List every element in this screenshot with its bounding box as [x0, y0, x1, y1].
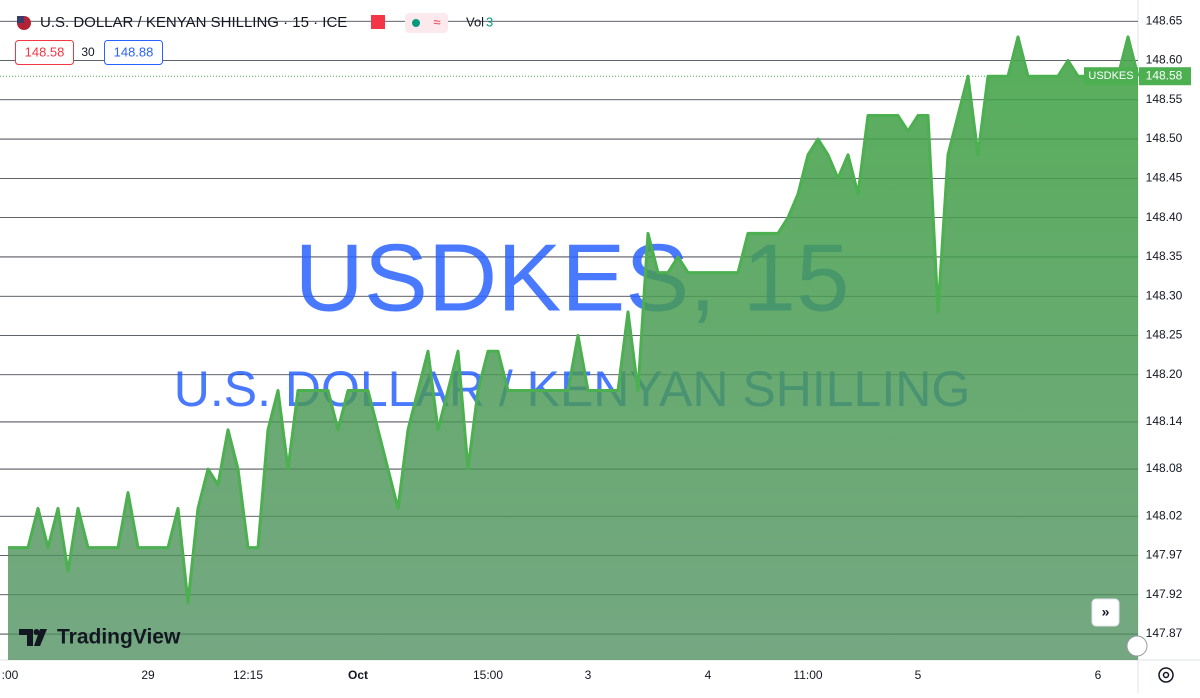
- flag-marker[interactable]: [371, 15, 385, 29]
- y-tick-label: 148.60: [1146, 53, 1183, 67]
- settings-icon: [1162, 671, 1170, 679]
- area-fill: [8, 36, 1138, 660]
- y-tick-label: 147.97: [1146, 548, 1183, 562]
- x-tick-label: :00: [2, 668, 19, 682]
- x-tick-label: 11:00: [793, 668, 822, 682]
- x-tick-label: 5: [915, 668, 922, 682]
- sell-button[interactable]: [15, 40, 74, 65]
- price-line: [8, 35, 1140, 605]
- vol-label[interactable]: Vol: [466, 14, 484, 29]
- x-tick-label: 3: [585, 668, 592, 682]
- y-tick-label: 148.30: [1146, 288, 1183, 302]
- x-tick-label: 15:00: [473, 668, 503, 682]
- y-tick-label: 148.25: [1146, 328, 1183, 342]
- flag-icon: [17, 16, 24, 23]
- status-dot: [412, 19, 420, 27]
- brand-name: TradingView: [57, 626, 181, 649]
- y-tick-label: 148.35: [1146, 249, 1183, 263]
- x-tick-label: 4: [705, 668, 712, 682]
- y-tick-label: 148.08: [1146, 461, 1183, 475]
- logo-mark: [33, 629, 40, 635]
- y-tick-label: 148.45: [1146, 171, 1183, 185]
- y-tick-label: 148.14: [1146, 414, 1183, 428]
- settings-button[interactable]: [1158, 667, 1174, 683]
- y-tick-label: 148.02: [1146, 508, 1183, 522]
- axes: 148.65 148.60 148.55 148.50 148.45 148.40 148.…: [2, 13, 1191, 682]
- x-tick-label: 12:15: [233, 668, 263, 682]
- scroll-icon: »: [1102, 604, 1110, 620]
- last-price-text: 148.58: [1146, 68, 1183, 82]
- x-tick-label: Oct: [348, 668, 368, 682]
- y-tick-label: 148.50: [1146, 131, 1183, 145]
- symbol-tag-text: USDKES: [1088, 70, 1133, 82]
- y-tick-label: 147.92: [1146, 587, 1183, 601]
- logo-mark: [19, 629, 47, 646]
- bid-price: 148.58: [25, 44, 65, 59]
- y-tick-label: 148.65: [1146, 13, 1183, 27]
- status-icon: ≈: [433, 14, 440, 29]
- y-tick-label: 148.20: [1146, 367, 1183, 381]
- x-tick-label: 6: [1095, 668, 1102, 682]
- y-tick-label: 148.55: [1146, 92, 1183, 106]
- scroll-to-latest-button[interactable]: [1091, 598, 1120, 627]
- ask-price: 148.88: [114, 44, 154, 59]
- auto-scale-button[interactable]: [1126, 635, 1148, 657]
- y-tick-label: 147.87: [1146, 626, 1183, 640]
- symbol-tag: [1084, 67, 1138, 86]
- plot: [0, 35, 1140, 660]
- spread: 30: [81, 45, 95, 59]
- buy-button[interactable]: [104, 40, 163, 65]
- status-pill: [405, 13, 448, 33]
- x-tick-label: 29: [141, 668, 155, 682]
- symbol-title: U.S. DOLLAR / KENYAN SHILLING · 15 · ICE: [40, 14, 347, 31]
- y-tick-label: 148.40: [1146, 210, 1183, 224]
- last-price-tag: [1139, 67, 1191, 86]
- brand-logo: TradingView: [19, 626, 181, 649]
- vol-value: 3: [486, 14, 493, 29]
- header: U.S. DOLLAR / KENYAN SHILLING · 15 · ICE…: [15, 13, 493, 65]
